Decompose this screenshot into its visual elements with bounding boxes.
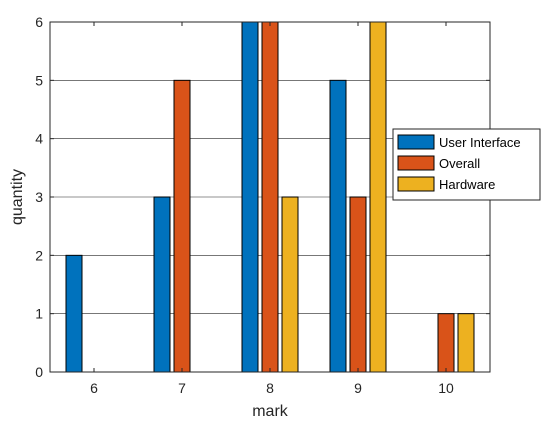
legend-entry-label: Overall (439, 156, 480, 171)
y-tick-label: 4 (35, 131, 43, 147)
y-axis-label: quantity (9, 169, 26, 225)
legend: User Interface Overall Hardware (392, 128, 541, 201)
y-tick-label: 2 (35, 247, 43, 263)
x-tick-label: 10 (438, 380, 454, 396)
y-tick-label: 3 (35, 189, 43, 205)
y-tick-label: 5 (35, 72, 43, 88)
y-tick-label: 1 (35, 306, 43, 322)
bar-overall-7 (173, 79, 191, 373)
legend-swatch (397, 155, 435, 171)
x-tick-label: 8 (266, 380, 274, 396)
bar-hardware-9 (369, 21, 387, 373)
bar-hardware-8 (281, 196, 299, 373)
legend-entry-label: Hardware (439, 177, 495, 192)
x-tick-label: 7 (178, 380, 186, 396)
y-tick-label: 6 (35, 14, 43, 30)
bar-overall-10 (437, 313, 455, 373)
y-tick-label: 0 (35, 364, 43, 380)
bar-user-interface-9 (329, 79, 347, 373)
x-axis-label: mark (252, 403, 289, 420)
legend-entry-label: User Interface (439, 135, 521, 150)
bar-user-interface-8 (241, 21, 259, 373)
legend-swatch (397, 176, 435, 192)
bar-hardware-10 (457, 313, 475, 373)
x-tick-label: 6 (90, 380, 98, 396)
bar-user-interface-7 (153, 196, 171, 373)
axis-ticks: 0 1 2 3 4 5 6 6 7 8 9 10 (35, 14, 490, 396)
bar-user-interface-6 (65, 254, 83, 373)
x-tick-label: 9 (354, 380, 362, 396)
bar-overall-8 (261, 21, 279, 373)
legend-swatch (397, 134, 435, 150)
bar-overall-9 (349, 196, 367, 373)
